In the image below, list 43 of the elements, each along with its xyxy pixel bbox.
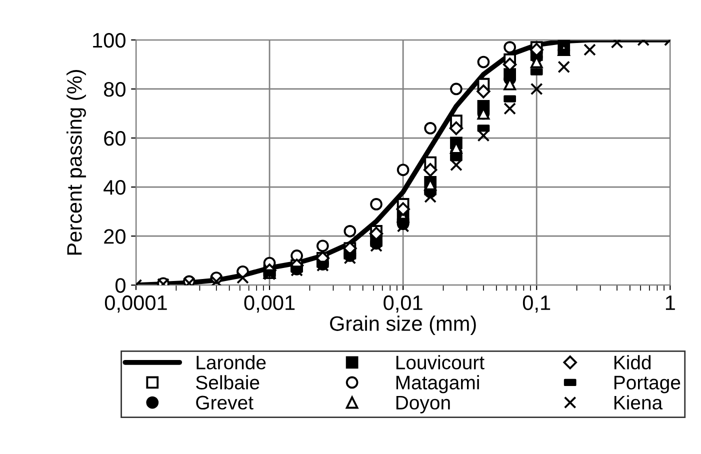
y-tick-label: 20	[104, 229, 126, 244]
y-tick-label: 100	[93, 32, 126, 48]
point	[344, 224, 356, 238]
legend-label: Laronde	[196, 355, 266, 370]
point	[449, 121, 464, 136]
legend-label: Kiena	[614, 395, 663, 410]
point	[584, 44, 596, 56]
point	[369, 226, 384, 240]
point	[210, 275, 223, 286]
legend-label: Matagami	[396, 375, 479, 394]
point	[530, 82, 543, 96]
point	[396, 164, 410, 176]
y-tick-label: 40	[104, 180, 126, 195]
x-tick-label: 0,1	[522, 295, 550, 313]
point	[450, 82, 462, 96]
y-tick-label: 0	[116, 278, 126, 293]
point	[316, 240, 329, 252]
legend-label: Portage	[614, 376, 680, 394]
point	[504, 102, 516, 115]
point	[370, 198, 382, 210]
point	[558, 60, 570, 74]
legend-label: Selbaie	[196, 375, 260, 390]
x-tick-label: 0,001	[244, 295, 295, 313]
y-tick-label: 60	[104, 131, 126, 146]
point	[477, 56, 490, 68]
x-axis-title: Grain size (mm)	[330, 316, 476, 336]
point	[504, 41, 516, 54]
x-tick-label: 0,0001	[104, 295, 167, 313]
point	[236, 272, 249, 284]
x-tick-label: 0,01	[384, 295, 422, 313]
legend-label: Doyon	[396, 396, 450, 414]
x-tick-label: 1	[666, 296, 675, 310]
legend-label: Grevet	[196, 396, 254, 410]
point	[396, 202, 410, 216]
legend-label: Kidd	[614, 355, 651, 370]
point	[424, 122, 437, 134]
point	[504, 68, 516, 80]
legend-label: Louvicourt	[396, 355, 484, 370]
point	[290, 250, 303, 262]
y-axis-title: Percent passing (%)	[66, 70, 86, 255]
point	[423, 163, 438, 177]
y-tick-label: 80	[104, 82, 126, 97]
point	[476, 84, 490, 98]
